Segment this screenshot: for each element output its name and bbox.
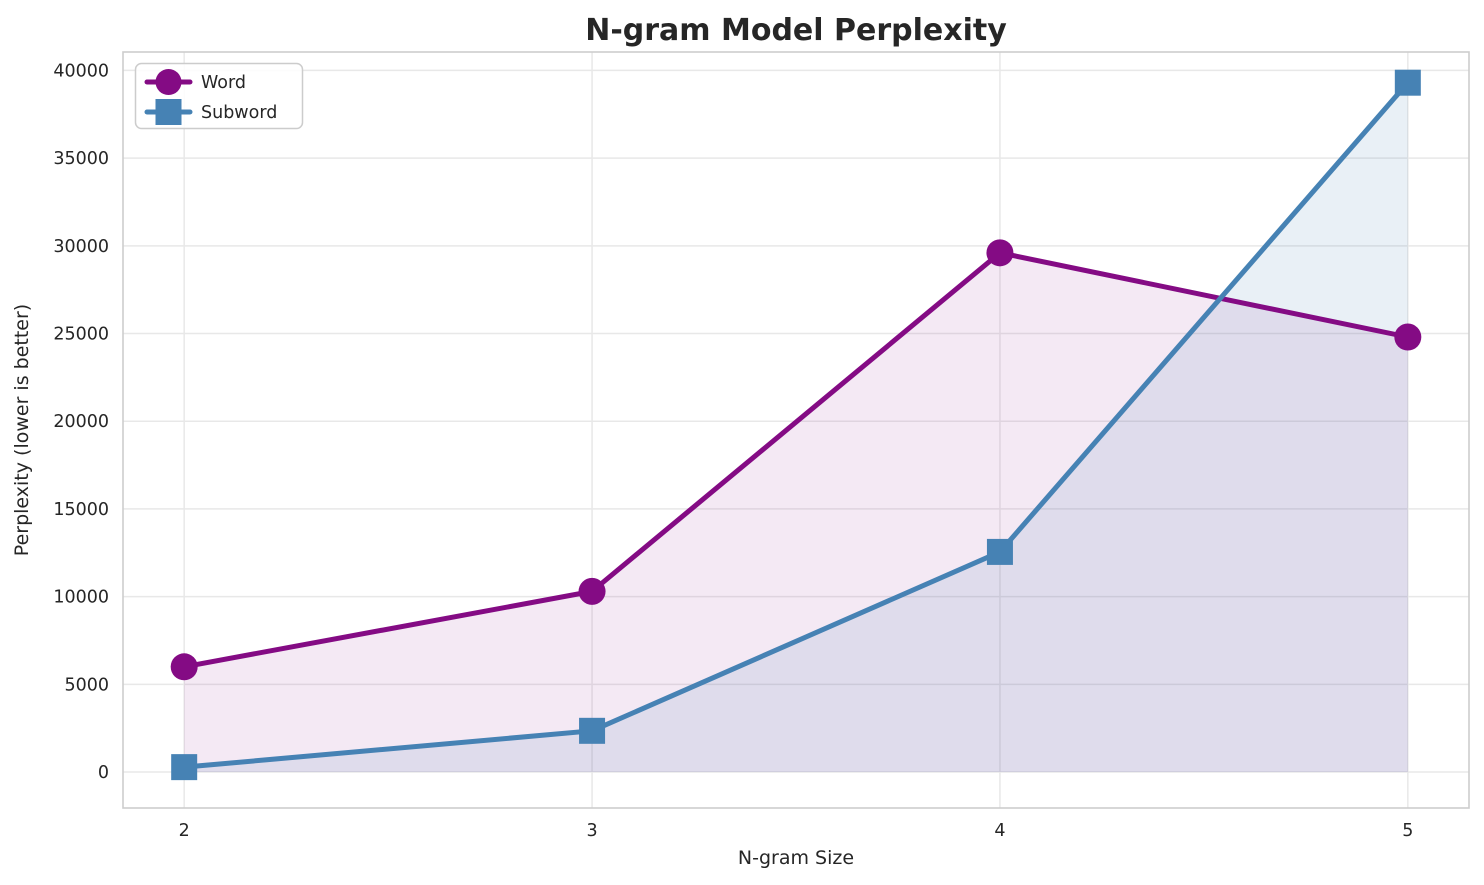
y-tick-label: 35000 [53,149,109,169]
subword-marker [986,538,1013,565]
subword-marker [171,754,198,781]
y-tick-label: 30000 [53,237,109,257]
plot-area [123,52,1469,808]
y-tick-label: 40000 [53,61,109,81]
subword-area [184,82,1408,773]
subword-marker [1394,69,1421,96]
y-tick-label: 15000 [53,500,109,520]
chart-title: N-gram Model Perplexity [585,13,1007,48]
word-marker [1394,323,1422,351]
x-tick-label: 2 [179,821,190,841]
word-line [181,250,1411,670]
tick-labels: 0 5000 10000 15000 20000 25000 30000 35000 40000… [53,61,1413,841]
series-areas [184,82,1408,773]
x-tick-label: 4 [994,821,1005,841]
y-tick-label: 5000 [64,675,109,695]
legend-item-word: Word [144,69,246,95]
legend-marker-0 [155,69,182,95]
plot-background [123,52,1469,808]
word-marker [170,653,198,681]
subword-line [181,80,1411,770]
x-tick-label: 3 [586,821,597,841]
y-tick-label: 20000 [53,412,109,432]
legend-label-subword: Subword [201,103,277,123]
word-marker [578,577,606,605]
gridlines [123,52,1469,808]
plot-border [122,51,1470,809]
legend-label-word: Word [201,73,246,93]
legend: Word Subword [134,62,304,130]
x-axis-label: N-gram Size [738,847,854,869]
word-area [184,252,1408,773]
legend-marker-1 [155,99,182,125]
y-tick-label: 25000 [53,325,109,345]
series-lines [170,69,1422,781]
legend-item-subword: Subword [144,99,277,125]
x-tick-label: 5 [1402,821,1413,841]
axes-spines [122,51,1470,809]
word-marker [986,239,1014,267]
y-tick-label: 0 [98,763,109,783]
subword-marker [579,717,606,744]
y-axis-label: Perplexity (lower is better) [11,304,33,556]
y-tick-label: 10000 [53,588,109,608]
